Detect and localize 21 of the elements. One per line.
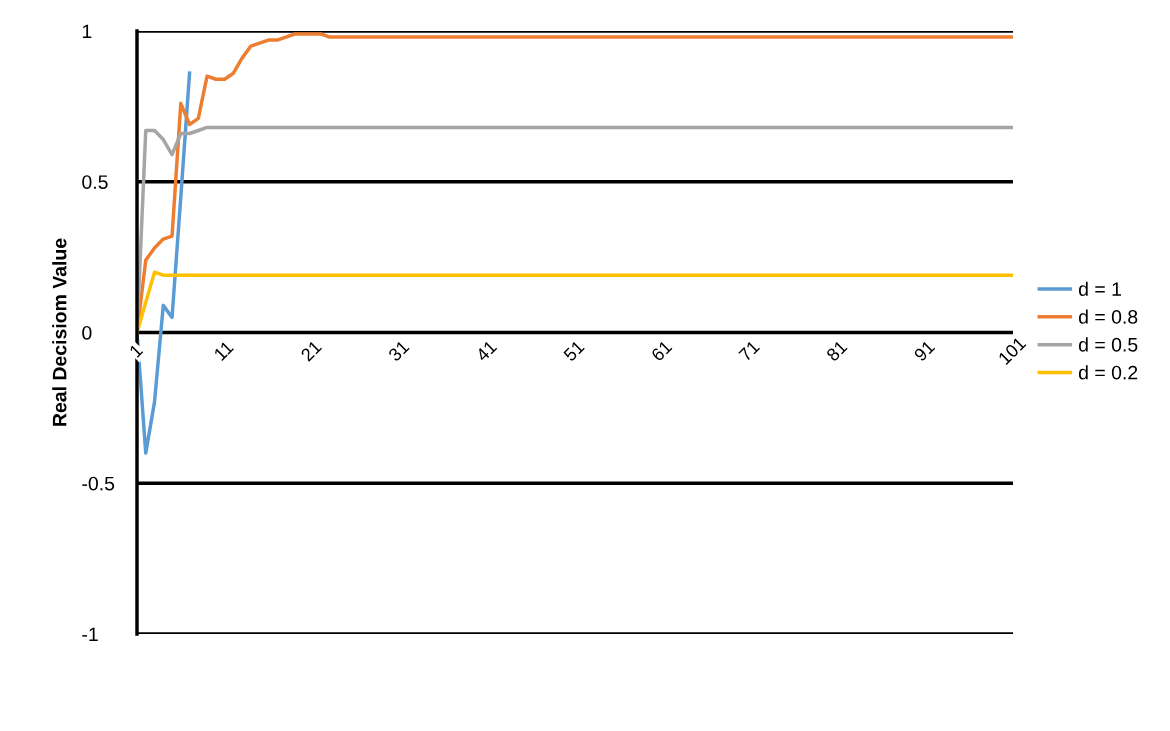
x-tick-label: 71	[738, 339, 760, 362]
x-tick-label: 1	[128, 343, 144, 358]
x-tick-label: 81	[825, 339, 848, 362]
y-tick-label: -1	[82, 627, 98, 642]
legend-label: d = 1	[1078, 281, 1121, 296]
x-tick-label: 101	[997, 336, 1027, 366]
legend-label: d = 0.8	[1078, 309, 1138, 324]
x-tick-label: 31	[387, 339, 410, 362]
x-tick-label: 51	[562, 339, 585, 362]
x-tick-label: 41	[475, 339, 498, 363]
legend-label: d = 0.2	[1078, 365, 1138, 380]
x-tick-label: 21	[300, 339, 322, 362]
legend-label: d = 0.5	[1078, 337, 1138, 352]
x-tick-label: 91	[913, 339, 936, 362]
y-tick-label: 1	[82, 24, 92, 39]
y-tick-label: -0.5	[82, 476, 115, 491]
y-tick-label: 0	[82, 325, 92, 340]
y-tick-label: 0.5	[82, 175, 108, 189]
x-tick-label: 61	[650, 339, 673, 362]
x-tick-label: 11	[213, 340, 234, 361]
y-axis-title: Real Decisiom Value	[52, 238, 67, 426]
